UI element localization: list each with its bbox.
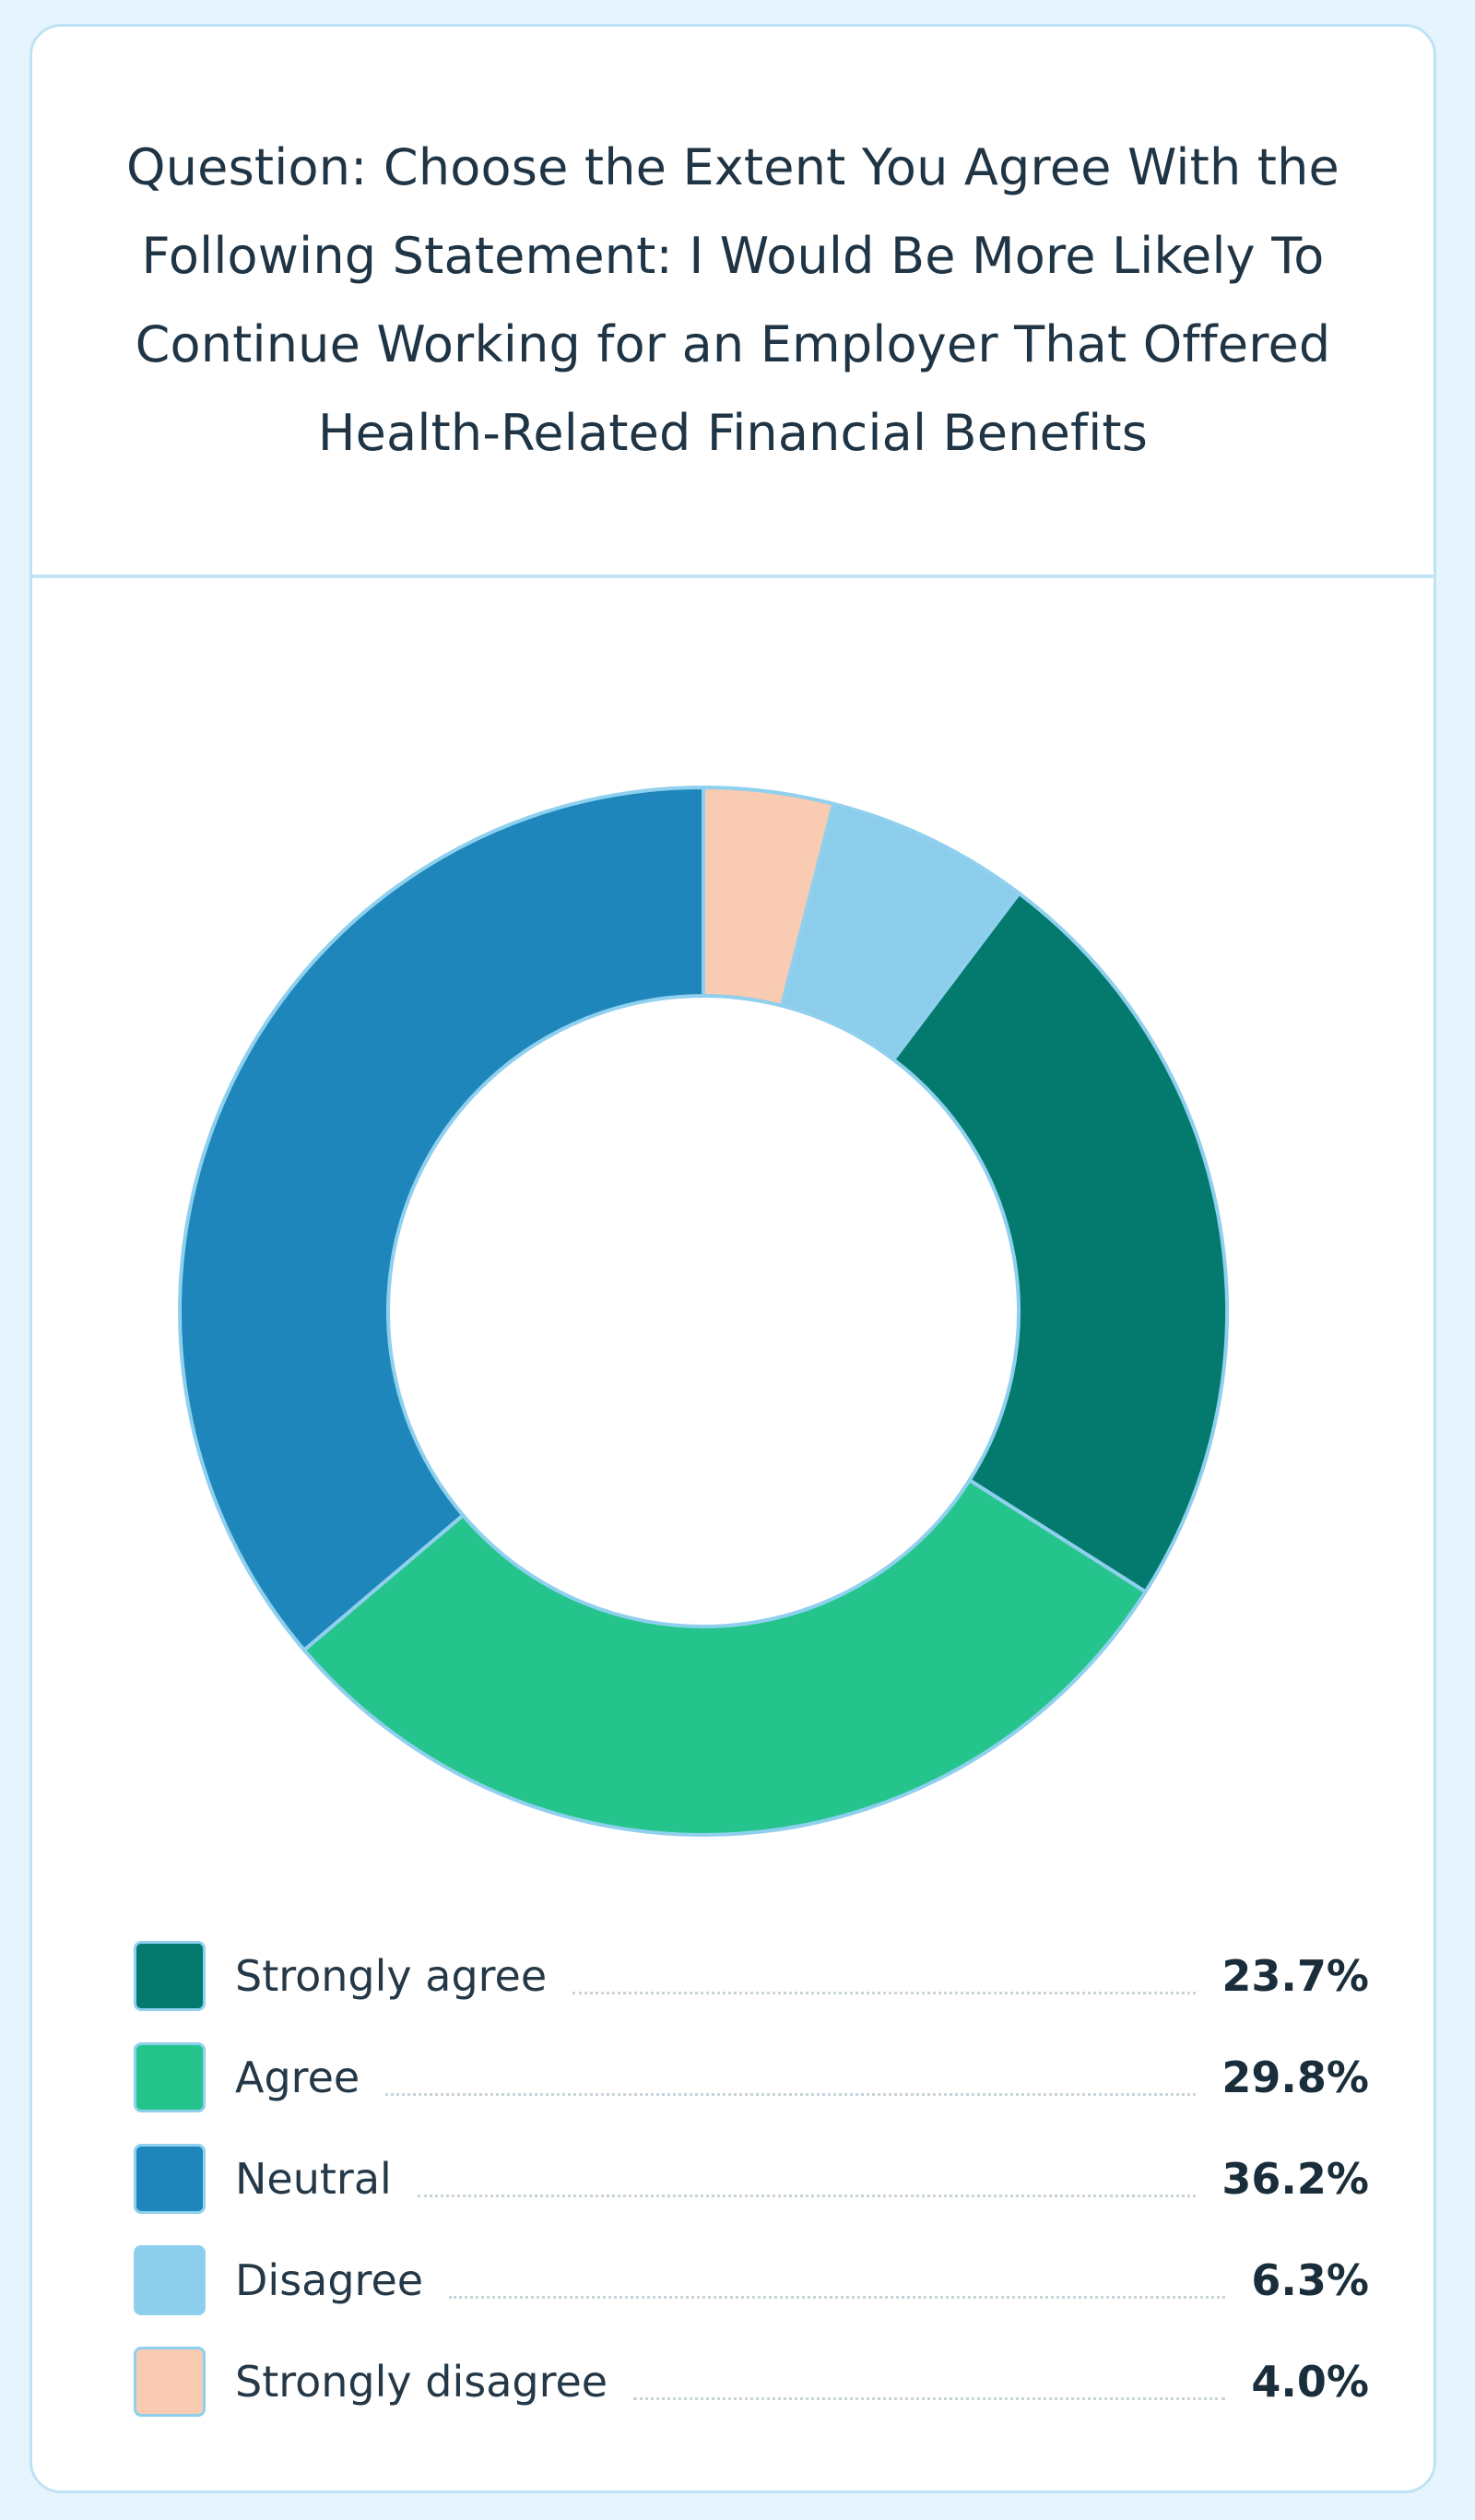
legend-label: Agree xyxy=(235,2053,360,2102)
chart-header: Question: Choose the Extent You Agree Wi… xyxy=(32,27,1434,578)
legend-swatch xyxy=(134,1941,206,2011)
legend-value: 6.3% xyxy=(1251,2255,1369,2305)
legend-leader-dots xyxy=(449,2295,1226,2299)
legend-item-agree: Agree 29.8% xyxy=(134,2042,1369,2112)
slice-strongly-agree xyxy=(891,891,1229,1594)
legend-leader-dots xyxy=(417,2194,1197,2197)
slice-neutral xyxy=(178,786,705,1652)
chart-card: Question: Choose the Extent You Agree Wi… xyxy=(30,24,1436,2493)
legend-leader-dots xyxy=(385,2092,1197,2096)
chart-title: Question: Choose the Extent You Agree Wi… xyxy=(126,138,1339,462)
legend-label: Strongly agree xyxy=(235,1951,548,2001)
legend-value: 23.7% xyxy=(1221,1951,1369,2001)
legend-swatch xyxy=(134,2347,206,2417)
legend-item-strongly-agree: Strongly agree 23.7% xyxy=(134,1941,1369,2011)
chart-legend: Strongly agree 23.7% Agree 29.8% Neutral 36.2… xyxy=(134,1941,1369,2448)
legend-label: Strongly disagree xyxy=(235,2357,608,2407)
legend-item-neutral: Neutral 36.2% xyxy=(134,2144,1369,2214)
legend-value: 29.8% xyxy=(1221,2053,1369,2102)
legend-swatch xyxy=(134,2144,206,2214)
legend-label: Neutral xyxy=(235,2154,392,2204)
legend-value: 36.2% xyxy=(1221,2154,1369,2204)
slice-agree xyxy=(301,1478,1148,1838)
legend-item-disagree: Disagree 6.3% xyxy=(134,2245,1369,2315)
legend-leader-dots xyxy=(633,2396,1226,2400)
legend-item-strongly-disagree: Strongly disagree 4.0% xyxy=(134,2347,1369,2417)
legend-swatch xyxy=(134,2042,206,2112)
legend-swatch xyxy=(134,2245,206,2315)
legend-leader-dots xyxy=(572,1991,1197,1994)
legend-value: 4.0% xyxy=(1251,2357,1369,2407)
donut-chart xyxy=(178,786,1229,1838)
legend-label: Disagree xyxy=(235,2255,424,2305)
